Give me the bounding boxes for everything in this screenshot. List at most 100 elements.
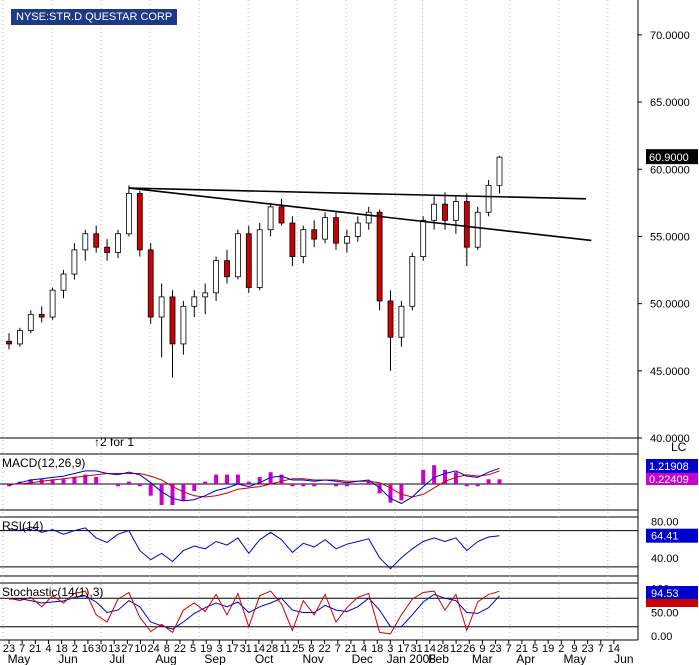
x-day-label: 30 — [95, 643, 107, 655]
candle-body — [245, 233, 252, 288]
macd-histogram-bar — [421, 469, 426, 484]
candle-body — [27, 313, 34, 331]
x-month-label: May — [8, 652, 31, 665]
price-tick-label: 70.0000 — [650, 30, 690, 42]
signal-badge — [646, 473, 698, 485]
x-month-label: Oct — [255, 652, 274, 665]
price-candle — [256, 223, 263, 291]
x-day-label: 7 — [335, 643, 341, 655]
candle-body — [485, 184, 492, 213]
x-day-label: 16 — [82, 643, 94, 655]
macd-histogram-bar — [203, 481, 208, 484]
macd-histogram-bar — [50, 479, 55, 484]
price-candle — [431, 196, 438, 230]
candle-body — [311, 229, 318, 240]
price-candle — [82, 229, 89, 261]
macd-histogram-bar — [94, 476, 99, 484]
macd-histogram-bar — [323, 483, 328, 485]
price-candle — [333, 212, 339, 250]
candle-body — [354, 222, 361, 237]
candle-body — [38, 313, 45, 318]
price-candle — [463, 193, 470, 266]
candle-body — [104, 246, 110, 253]
x-day-label: 21 — [29, 643, 41, 655]
x-day-label: 23 — [3, 643, 15, 655]
x-day-label: 22 — [318, 643, 330, 655]
price-candle — [16, 327, 23, 347]
x-day-label: 14 — [608, 643, 620, 655]
candle-body — [169, 296, 176, 345]
trendline — [129, 187, 592, 242]
price-candle — [115, 229, 121, 258]
price-candle — [452, 196, 459, 234]
macd-line — [8, 467, 500, 505]
price-candle — [126, 185, 132, 237]
x-month-label: Apr — [516, 652, 535, 665]
price-candle — [311, 220, 318, 248]
macd-histogram-bar — [257, 476, 262, 484]
macd-histogram-bar — [279, 474, 284, 484]
macd-histogram-bar — [453, 472, 458, 484]
macd-histogram-bar — [225, 474, 229, 484]
candle-body — [202, 292, 209, 298]
price-candle — [387, 290, 394, 371]
price-tick-label: 60.0000 — [650, 164, 690, 176]
candle-body — [93, 233, 100, 248]
macd-histogram-bar — [83, 474, 88, 484]
price-candle — [245, 225, 252, 293]
price-tick-label: 55.0000 — [650, 231, 690, 243]
candle-body — [147, 249, 154, 318]
x-day-label: 31 — [240, 643, 252, 655]
x-day-label: 23 — [581, 643, 593, 655]
x-day-label: 24 — [148, 643, 160, 655]
rsi-title: RSI(14) — [2, 519, 43, 533]
macd-histogram-bar — [235, 474, 240, 484]
x-day-label: 4 — [45, 643, 51, 655]
candle-body — [256, 229, 263, 288]
stoch-k-line — [8, 590, 500, 635]
candle-body — [431, 203, 438, 221]
macd-histogram-bar — [377, 483, 382, 494]
price-candle — [213, 256, 220, 301]
price-tick-label: 65.0000 — [650, 97, 690, 109]
price-candle — [300, 225, 307, 264]
macd-histogram-bar — [497, 479, 502, 484]
price-candle — [234, 229, 241, 280]
x-month-label: Jun — [614, 652, 633, 665]
stoch-title: Stochastic(14(1),3) — [2, 585, 103, 599]
x-day-label: 7 — [506, 643, 512, 655]
price-candle — [322, 212, 329, 244]
candle-body — [474, 211, 481, 248]
macd-title: MACD(12,26,9) — [2, 456, 85, 470]
x-day-label: 19 — [200, 643, 212, 655]
candle-body — [322, 217, 329, 240]
candle-body — [387, 300, 394, 338]
split-note: ↑2 for 1 — [94, 435, 134, 449]
x-day-label: 25 — [292, 643, 304, 655]
price-tick-label: 40.0000 — [650, 433, 690, 445]
macd-histogram-bar — [388, 483, 393, 503]
price-candle — [147, 243, 154, 324]
macd-histogram-bar — [475, 483, 480, 487]
candle-body — [234, 233, 241, 278]
x-month-label: Sep — [204, 652, 226, 665]
price-tick-label: 45.0000 — [650, 366, 690, 378]
price-candle — [376, 209, 383, 311]
x-day-label: 28 — [437, 643, 449, 655]
macd-histogram-bar — [148, 483, 153, 496]
macd-signal-line — [9, 470, 500, 498]
price-candle — [27, 310, 34, 334]
ticker-label: NYSE:STR.D QUESTAR CORP — [11, 9, 178, 25]
candle-body — [126, 193, 132, 235]
x-day-label: 2 — [558, 643, 564, 655]
candle-body — [343, 236, 350, 244]
x-day-label: 3 — [387, 643, 393, 655]
price-candle — [104, 239, 110, 261]
candle-body — [365, 211, 372, 224]
x-day-label: 3 — [216, 643, 222, 655]
x-day-label: 10 — [134, 643, 146, 655]
candle-body — [191, 296, 198, 307]
macd-histogram-bar — [312, 483, 317, 487]
price-candle — [202, 283, 209, 315]
